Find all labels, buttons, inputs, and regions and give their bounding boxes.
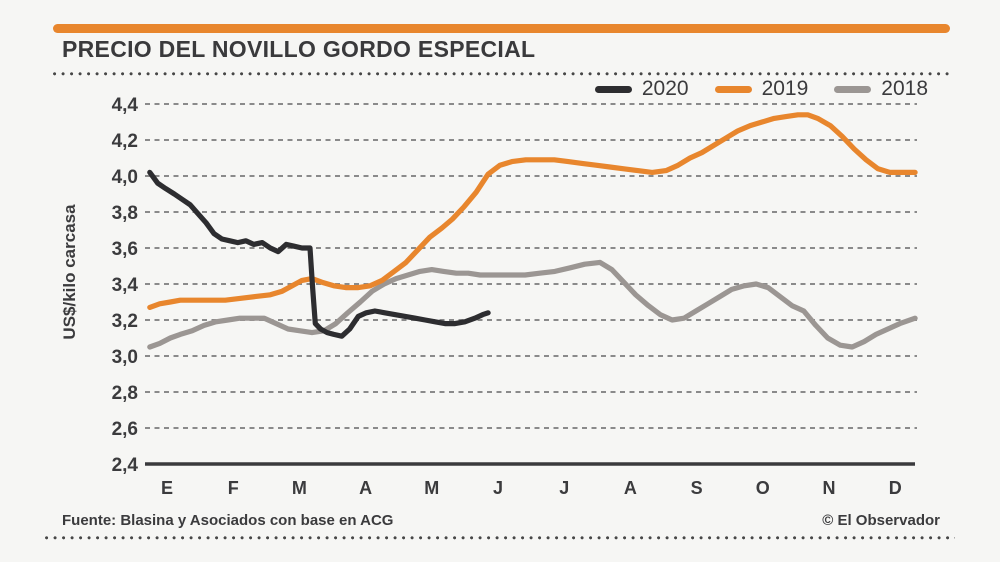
y-tick-label: 4,0 — [112, 167, 138, 188]
x-month-label: J — [559, 478, 569, 498]
y-tick-label: 4,4 — [112, 95, 139, 116]
legend-swatch-2018 — [834, 85, 872, 93]
legend-swatch-2019 — [714, 85, 752, 93]
y-tick-label: 3,0 — [112, 347, 138, 368]
legend-item-2019: 2019 — [714, 77, 809, 101]
legend-label-2018: 2018 — [881, 77, 928, 100]
source-note: Fuente: Blasina y Asociados con base en … — [62, 512, 394, 529]
y-tick-label: 3,6 — [112, 239, 138, 260]
y-tick-label: 3,8 — [112, 203, 138, 224]
series-line-2020 — [147, 169, 491, 339]
x-month-label: A — [624, 478, 637, 498]
footer-separator — [45, 536, 955, 540]
y-tick-label: 3,4 — [112, 275, 139, 296]
series-line-2019 — [147, 112, 918, 310]
legend: 2020 2019 2018 — [594, 76, 928, 102]
y-tick-label: 3,2 — [112, 311, 138, 332]
x-month-label: M — [424, 478, 439, 498]
page-title: PRECIO DEL NOVILLO GORDO ESPECIAL — [62, 36, 536, 62]
x-month-label: N — [823, 478, 836, 498]
y-tick-label: 2,4 — [112, 455, 139, 476]
legend-label-2019: 2019 — [761, 77, 809, 100]
legend-item-2020: 2020 — [594, 77, 689, 101]
series-line-2018 — [147, 259, 918, 350]
x-month-label: O — [756, 478, 770, 498]
legend-item-2018: 2018 — [834, 77, 928, 101]
x-month-label: M — [292, 478, 307, 498]
x-month-label: D — [889, 478, 902, 498]
x-month-label: E — [161, 478, 173, 498]
y-tick-label: 2,6 — [112, 419, 138, 440]
title-separator — [53, 72, 950, 76]
legend-label-2020: 2020 — [641, 77, 689, 100]
legend-swatch-2020 — [594, 85, 632, 93]
accent-bar — [53, 24, 950, 33]
x-month-label: J — [493, 478, 503, 498]
x-month-label: A — [359, 478, 372, 498]
x-month-label: S — [691, 478, 703, 498]
y-tick-label: 2,8 — [112, 383, 138, 404]
x-month-label: F — [228, 478, 239, 498]
y-tick-label: 4,2 — [112, 131, 138, 152]
credit-note: © El Observador — [822, 512, 940, 529]
